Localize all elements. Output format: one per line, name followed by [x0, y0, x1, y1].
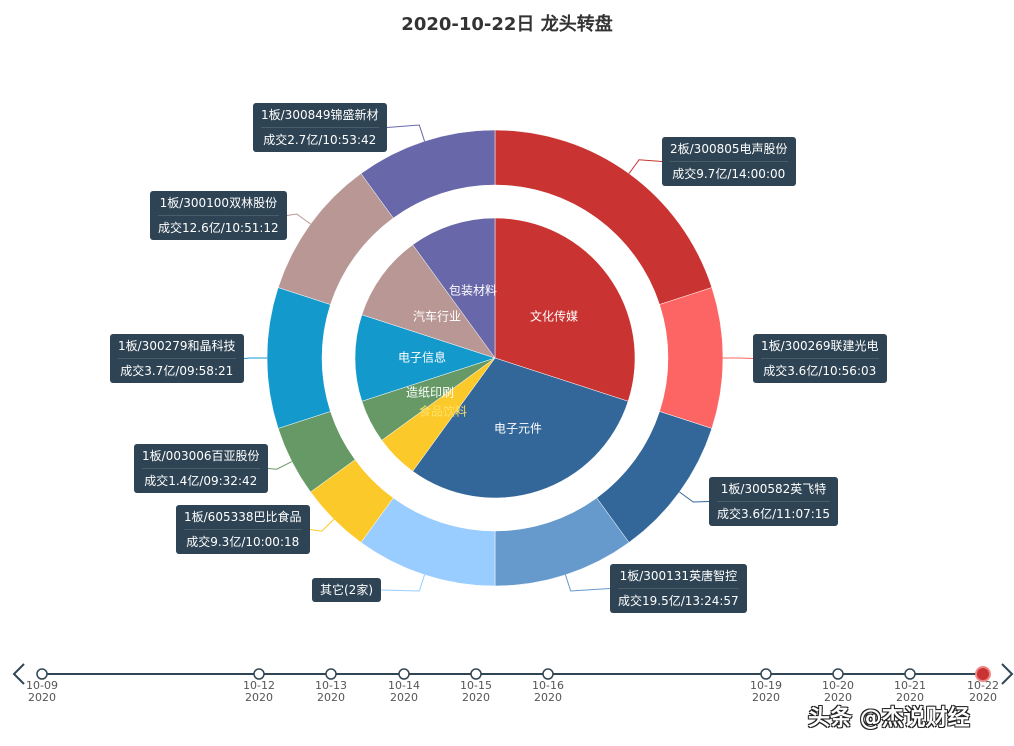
timeline-date: 10-20	[822, 679, 854, 692]
stock-label-title: 1板/300582英飞特	[717, 480, 831, 502]
inner-slice-label: 电子信息	[397, 350, 447, 365]
timeline-point[interactable]	[760, 668, 772, 680]
timeline-year: 2020	[317, 691, 345, 704]
timeline-year: 2020	[824, 691, 852, 704]
leader-line	[628, 159, 663, 174]
stock-label: 1板/003006百亚股份成交1.4亿/09:32:42	[134, 444, 268, 493]
timeline-year: 2020	[245, 691, 273, 704]
stock-label-title: 1板/300279和晶科技	[118, 337, 236, 359]
timeline-date: 10-09	[26, 679, 58, 692]
leader-line	[286, 213, 311, 225]
timeline-year: 2020	[390, 691, 418, 704]
leader-line	[380, 574, 426, 592]
leader-line	[564, 574, 611, 592]
timeline-year: 2020	[534, 691, 562, 704]
timeline-prev-icon[interactable]	[12, 663, 25, 685]
stock-label-volume: 成交9.3亿/10:00:18	[186, 535, 300, 549]
stock-label-title: 2板/300805电声股份	[670, 140, 788, 162]
inner-slice-label: 文化传媒	[529, 309, 579, 324]
timeline-label[interactable]: 10-19 2020	[741, 680, 791, 704]
timeline-year: 2020	[969, 691, 997, 704]
timeline-point[interactable]	[542, 668, 554, 680]
timeline-year: 2020	[896, 691, 924, 704]
stock-label-volume: 成交12.6亿/10:51:12	[158, 221, 279, 235]
watermark: 头条 @杰说财经	[808, 706, 970, 731]
leader-line	[267, 461, 293, 470]
timeline-date: 10-16	[532, 679, 564, 692]
stock-label-volume: 成交9.7亿/14:00:00	[672, 167, 786, 181]
timeline-label[interactable]: 10-14 2020	[379, 680, 429, 704]
inner-slice-label: 造纸印刷	[405, 385, 455, 400]
stock-label-title: 1板/300269联建光电	[761, 337, 879, 359]
outer-slice[interactable]	[266, 287, 331, 429]
timeline-year: 2020	[28, 691, 56, 704]
timeline-current-point[interactable]	[975, 666, 991, 682]
inner-slice[interactable]	[361, 244, 496, 359]
timeline-point[interactable]	[832, 668, 844, 680]
timeline-point[interactable]	[253, 668, 265, 680]
inner-slice-label: 包装材料	[448, 283, 498, 298]
stock-label-title: 1板/605338巴比食品	[184, 508, 302, 530]
stock-label-volume: 成交19.5亿/13:24:57	[618, 594, 739, 608]
stock-label: 1板/300269联建光电成交3.6亿/10:56:03	[753, 334, 887, 383]
timeline-label[interactable]: 10-20 2020	[813, 680, 863, 704]
stock-label: 1板/300279和晶科技成交3.7亿/09:58:21	[110, 334, 244, 383]
leader-line	[386, 124, 426, 142]
inner-slice[interactable]	[354, 314, 496, 402]
stock-label: 1板/300582英飞特成交3.6亿/11:07:15	[709, 477, 839, 526]
leader-line	[679, 491, 710, 503]
stock-label: 其它(2家)	[312, 578, 381, 602]
stock-label-title: 1板/300100双林股份	[158, 194, 279, 216]
leader-line	[723, 357, 754, 359]
timeline-label[interactable]: 10-21 2020	[885, 680, 935, 704]
stock-label-volume: 成交1.4亿/09:32:42	[144, 474, 258, 488]
stock-label-title: 1板/003006百亚股份	[142, 447, 260, 469]
stock-label: 1板/300849锦盛新材成交2.7亿/10:53:42	[253, 103, 387, 152]
stock-label-volume: 成交3.7亿/09:58:21	[120, 364, 234, 378]
stock-label-volume: 成交3.6亿/10:56:03	[763, 364, 877, 378]
timeline-label[interactable]: 10-15 2020	[451, 680, 501, 704]
timeline-label[interactable]: 10-09 2020	[17, 680, 67, 704]
timeline-year: 2020	[462, 691, 490, 704]
leader-line	[309, 518, 335, 532]
timeline-date: 10-12	[243, 679, 275, 692]
timeline-point[interactable]	[398, 668, 410, 680]
timeline-point[interactable]	[36, 668, 48, 680]
inner-slice[interactable]	[494, 217, 636, 402]
timeline-date: 10-15	[460, 679, 492, 692]
chart-title: 2020-10-22日 龙头转盘	[401, 14, 613, 35]
stock-label-volume: 成交2.7亿/10:53:42	[263, 133, 377, 147]
timeline-label[interactable]: 10-22 2020	[958, 680, 1008, 704]
inner-slice-label: 电子元件	[493, 421, 543, 436]
timeline-point[interactable]	[325, 668, 337, 680]
inner-slice[interactable]	[412, 357, 629, 499]
stock-label-title: 其它(2家)	[320, 583, 373, 597]
outer-slice[interactable]	[659, 287, 724, 429]
inner-slice-label: 食品饮料	[418, 404, 468, 419]
timeline-label[interactable]: 10-13 2020	[306, 680, 356, 704]
timeline-date: 10-19	[750, 679, 782, 692]
timeline-point[interactable]	[470, 668, 482, 680]
stock-label: 1板/300131英唐智控成交19.5亿/13:24:57	[610, 564, 747, 613]
leader-line	[243, 357, 267, 359]
stock-label-title: 1板/300849锦盛新材	[261, 106, 379, 128]
timeline-year: 2020	[752, 691, 780, 704]
stock-label: 2板/300805电声股份成交9.7亿/14:00:00	[662, 137, 796, 186]
stock-label: 1板/300100双林股份成交12.6亿/10:51:12	[150, 191, 287, 240]
timeline-next-icon[interactable]	[1001, 663, 1014, 685]
stock-label: 1板/605338巴比食品成交9.3亿/10:00:18	[176, 505, 310, 554]
stock-label-title: 1板/300131英唐智控	[618, 567, 739, 589]
timeline-date: 10-14	[388, 679, 420, 692]
outer-slice[interactable]	[360, 129, 496, 219]
timeline-date: 10-13	[315, 679, 347, 692]
timeline-date: 10-21	[894, 679, 926, 692]
timeline-label[interactable]: 10-16 2020	[523, 680, 573, 704]
inner-slice[interactable]	[412, 217, 496, 359]
timeline-label[interactable]: 10-12 2020	[234, 680, 284, 704]
stock-label-volume: 成交3.6亿/11:07:15	[717, 507, 831, 521]
timeline-point[interactable]	[904, 668, 916, 680]
timeline-date: 10-22	[967, 679, 999, 692]
inner-slice-label: 汽车行业	[412, 309, 462, 324]
